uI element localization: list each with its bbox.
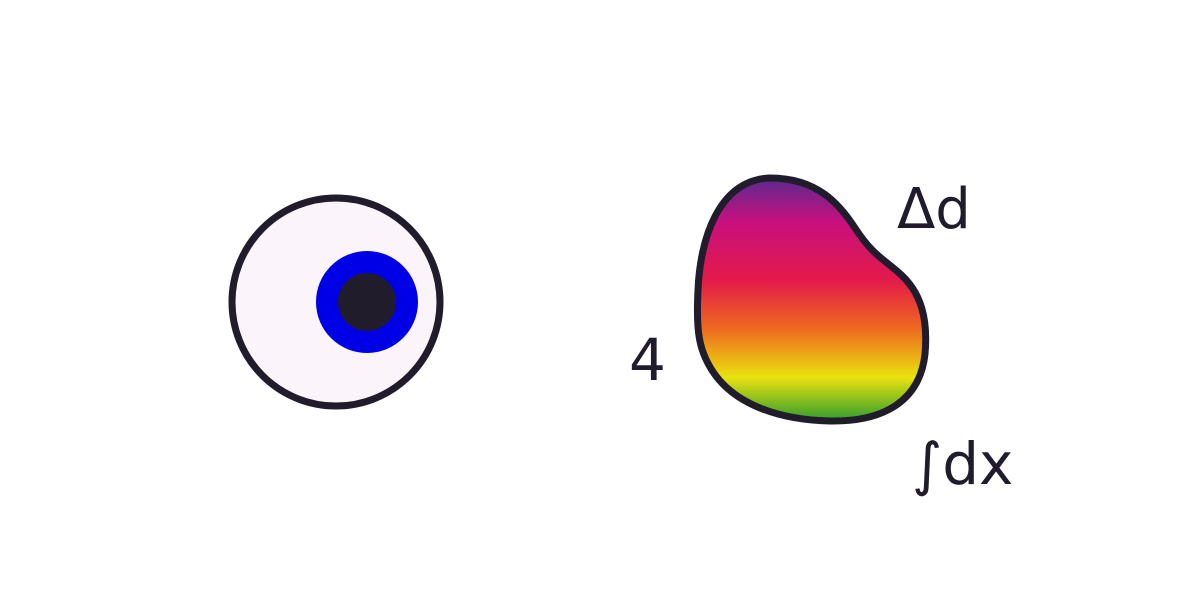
label-delta-d: Δd xyxy=(897,177,971,242)
label-four: 4 xyxy=(629,326,666,394)
rainbow-blob-shape xyxy=(693,174,930,425)
eye-pupil xyxy=(338,273,396,331)
eye-icon xyxy=(228,194,444,410)
label-integral-dx: ∫dx xyxy=(912,430,1013,498)
